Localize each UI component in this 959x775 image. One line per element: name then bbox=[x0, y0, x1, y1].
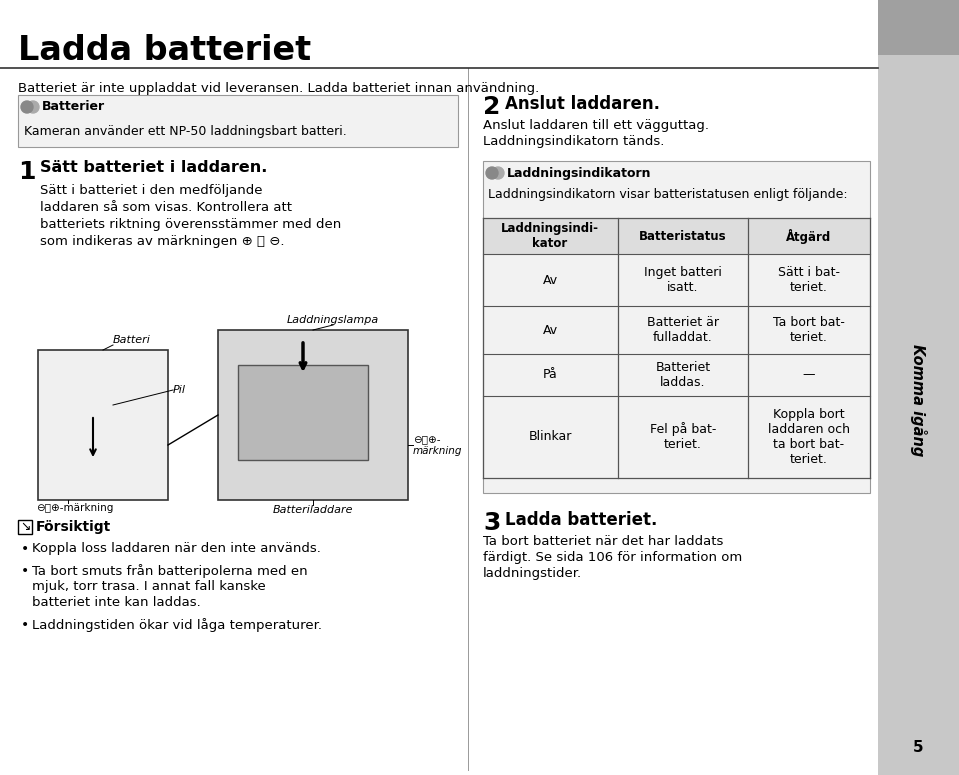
Text: Batteri: Batteri bbox=[113, 335, 151, 345]
Text: Laddningslampa: Laddningslampa bbox=[287, 315, 379, 325]
Text: ↘: ↘ bbox=[20, 521, 31, 533]
Text: Batterier: Batterier bbox=[42, 101, 105, 113]
Text: På: På bbox=[543, 368, 557, 381]
Text: Anslut laddaren till ett vägguttag.: Anslut laddaren till ett vägguttag. bbox=[483, 119, 709, 132]
Circle shape bbox=[492, 167, 504, 179]
Text: ⊖Ⓣ⊕-
märkning: ⊖Ⓣ⊕- märkning bbox=[413, 434, 462, 456]
Text: Av: Av bbox=[543, 323, 557, 336]
Bar bbox=[878, 0, 959, 55]
Text: Laddningsindikatorn: Laddningsindikatorn bbox=[507, 167, 651, 180]
Text: Batteriet är inte uppladdat vid leveransen. Ladda batteriet innan användning.: Batteriet är inte uppladdat vid leverans… bbox=[18, 82, 539, 95]
FancyBboxPatch shape bbox=[38, 350, 168, 500]
Text: Laddningstiden ökar vid låga temperaturer.: Laddningstiden ökar vid låga temperature… bbox=[32, 618, 322, 632]
Text: Ladda batteriet.: Ladda batteriet. bbox=[505, 511, 657, 529]
Text: laddaren så som visas. Kontrollera att: laddaren så som visas. Kontrollera att bbox=[40, 201, 292, 214]
Bar bbox=[483, 218, 870, 254]
Text: Kameran använder ett NP-50 laddningsbart batteri.: Kameran använder ett NP-50 laddningsbart… bbox=[24, 125, 347, 138]
Circle shape bbox=[486, 167, 498, 179]
Circle shape bbox=[27, 101, 39, 113]
Text: Ladda batteriet: Ladda batteriet bbox=[18, 33, 311, 67]
FancyBboxPatch shape bbox=[238, 365, 368, 460]
Text: 1: 1 bbox=[18, 160, 35, 184]
Text: som indikeras av märkningen ⊕ Ⓣ ⊖.: som indikeras av märkningen ⊕ Ⓣ ⊖. bbox=[40, 235, 285, 248]
Text: Batteristatus: Batteristatus bbox=[640, 229, 727, 243]
Text: batteriets riktning överensstämmer med den: batteriets riktning överensstämmer med d… bbox=[40, 218, 341, 231]
Text: Blinkar: Blinkar bbox=[528, 430, 572, 443]
Text: Laddningsindikatorn visar batteristatusen enligt följande:: Laddningsindikatorn visar batteristatuse… bbox=[488, 188, 848, 201]
Text: mjuk, torr trasa. I annat fall kanske: mjuk, torr trasa. I annat fall kanske bbox=[32, 580, 266, 593]
Text: Pil: Pil bbox=[173, 385, 186, 395]
Text: Ta bort smuts från batteripolerna med en: Ta bort smuts från batteripolerna med en bbox=[32, 564, 308, 578]
Text: Anslut laddaren.: Anslut laddaren. bbox=[505, 95, 660, 113]
Text: •: • bbox=[21, 564, 30, 578]
Text: •: • bbox=[21, 542, 30, 556]
Text: Laddningsindikatorn tänds.: Laddningsindikatorn tänds. bbox=[483, 135, 665, 148]
Text: ⊖Ⓣ⊕-märkning: ⊖Ⓣ⊕-märkning bbox=[36, 503, 113, 513]
Text: Ta bort bat-
teriet.: Ta bort bat- teriet. bbox=[773, 316, 845, 344]
Text: Batteriladdare: Batteriladdare bbox=[272, 505, 353, 515]
Text: Koppla bort
laddaren och
ta bort bat-
teriet.: Koppla bort laddaren och ta bort bat- te… bbox=[768, 408, 850, 466]
Text: Försiktigt: Försiktigt bbox=[36, 520, 111, 534]
Circle shape bbox=[21, 101, 33, 113]
Text: batteriet inte kan laddas.: batteriet inte kan laddas. bbox=[32, 596, 200, 609]
Text: 3: 3 bbox=[483, 511, 501, 535]
Text: Ta bort batteriet när det har laddats: Ta bort batteriet när det har laddats bbox=[483, 535, 723, 548]
Text: Åtgärd: Åtgärd bbox=[786, 229, 831, 243]
Text: •: • bbox=[21, 618, 30, 632]
FancyBboxPatch shape bbox=[218, 330, 408, 500]
Text: —: — bbox=[803, 368, 815, 381]
Text: Laddningsindi-
kator: Laddningsindi- kator bbox=[501, 222, 599, 250]
Text: Av: Av bbox=[543, 274, 557, 287]
Text: 5: 5 bbox=[913, 740, 924, 755]
FancyBboxPatch shape bbox=[18, 520, 32, 534]
Text: Sätt i batteriet i den medföljande: Sätt i batteriet i den medföljande bbox=[40, 184, 263, 197]
Text: Koppla loss laddaren när den inte används.: Koppla loss laddaren när den inte använd… bbox=[32, 542, 321, 555]
Text: Komma igång: Komma igång bbox=[910, 344, 927, 456]
Text: Batteriet
laddas.: Batteriet laddas. bbox=[655, 361, 711, 389]
Text: Sätt i bat-
teriet.: Sätt i bat- teriet. bbox=[778, 266, 840, 294]
FancyBboxPatch shape bbox=[18, 95, 458, 147]
Text: Sätt batteriet i laddaren.: Sätt batteriet i laddaren. bbox=[40, 160, 268, 175]
FancyBboxPatch shape bbox=[483, 161, 870, 493]
Bar bbox=[878, 0, 959, 775]
Text: 2: 2 bbox=[483, 95, 501, 119]
Text: Fel på bat-
teriet.: Fel på bat- teriet. bbox=[650, 422, 716, 452]
Text: färdigt. Se sida 106 för information om: färdigt. Se sida 106 för information om bbox=[483, 551, 742, 564]
Text: laddningstider.: laddningstider. bbox=[483, 567, 582, 580]
Text: Batteriet är
fulladdat.: Batteriet är fulladdat. bbox=[647, 316, 719, 344]
Text: Inget batteri
isatt.: Inget batteri isatt. bbox=[644, 266, 722, 294]
